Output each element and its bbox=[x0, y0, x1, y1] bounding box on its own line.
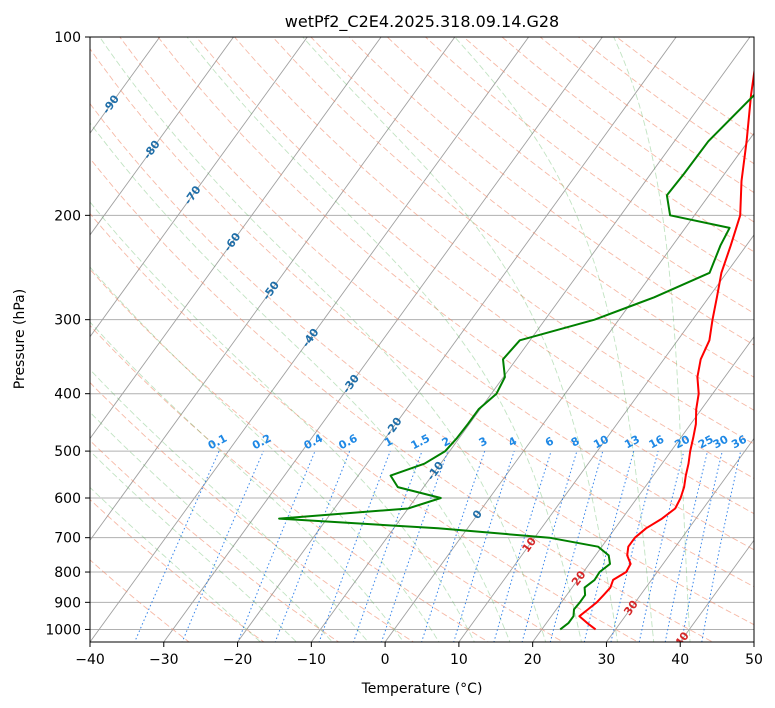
mixing-ratio-line bbox=[181, 450, 264, 642]
x-tick-label: 0 bbox=[381, 652, 390, 668]
dry-adiabat-line bbox=[90, 439, 340, 642]
mixing-ratio-label: 25 bbox=[696, 433, 716, 452]
isotherm-line bbox=[532, 335, 754, 642]
isotherm-line bbox=[458, 234, 754, 642]
y-axis-title: Pressure (hPa) bbox=[12, 289, 28, 389]
dry-adiabat-line bbox=[90, 381, 415, 642]
mixing-ratio-line bbox=[680, 450, 723, 642]
isotherm-line bbox=[679, 539, 754, 642]
moist-adiabat-line bbox=[454, 37, 655, 642]
pressure-gridlines bbox=[90, 37, 754, 630]
mixing-ratio-label: 10 bbox=[591, 433, 611, 452]
mixing-ratio-line bbox=[493, 450, 552, 642]
isotherm-line bbox=[163, 37, 603, 642]
mixing-ratio-lines bbox=[134, 450, 742, 642]
moist-adiabat-line bbox=[90, 411, 334, 642]
y-tick-label: 900 bbox=[54, 595, 81, 611]
y-tick-label: 1000 bbox=[45, 622, 81, 638]
isotherm-line bbox=[236, 37, 677, 642]
isotherm-line bbox=[90, 37, 456, 542]
isotherm-line bbox=[90, 37, 530, 642]
isotherms bbox=[90, 37, 754, 642]
mixing-ratio-line bbox=[638, 450, 685, 642]
x-tick-label: −20 bbox=[223, 652, 253, 668]
x-tick-label: −10 bbox=[297, 652, 327, 668]
moist-adiabat-line bbox=[302, 37, 618, 642]
x-tick-label: 40 bbox=[671, 652, 689, 668]
moist-adiabat-line bbox=[90, 369, 369, 642]
dry-adiabat-line bbox=[90, 157, 714, 642]
mixing-ratio-line bbox=[380, 450, 449, 642]
x-tick-label: 30 bbox=[598, 652, 616, 668]
y-tick-label: 400 bbox=[54, 387, 81, 403]
moist-adiabat-line bbox=[99, 37, 547, 642]
y-tick-label: 100 bbox=[54, 30, 81, 46]
moist-adiabat-line bbox=[90, 321, 405, 642]
dry-adiabat-line bbox=[90, 559, 190, 642]
y-tick-label: 800 bbox=[54, 565, 81, 581]
moist-adiabats bbox=[90, 37, 691, 642]
y-tick-label: 500 bbox=[54, 444, 81, 460]
y-tick-label: 600 bbox=[54, 491, 81, 507]
x-axis-ticks: −40 −30 −20 −10 0 10 20 30 40 50 bbox=[75, 642, 763, 668]
y-tick-label: 300 bbox=[54, 313, 81, 329]
moist-adiabat-line bbox=[90, 122, 511, 642]
y-tick-label: 700 bbox=[54, 531, 81, 547]
y-axis-ticks: 1000 900 800 700 600 500 400 300 200 100 bbox=[45, 30, 90, 638]
sounding-series bbox=[278, 67, 754, 631]
dry-adiabat-line bbox=[310, 37, 754, 378]
x-axis-title: Temperature (°C) bbox=[361, 681, 483, 697]
mixing-ratio-line bbox=[549, 450, 604, 642]
chart-title: wetPf2_C2E4.2025.318.09.14.G28 bbox=[285, 12, 559, 32]
isotherm-line bbox=[605, 437, 754, 642]
mixing-ratio-line bbox=[701, 450, 742, 642]
dry-adiabat-line bbox=[90, 48, 754, 588]
mixing-ratio-label: 16 bbox=[647, 433, 667, 452]
isotherm-line bbox=[90, 37, 308, 338]
temperature-line bbox=[578, 67, 754, 631]
x-tick-label: 50 bbox=[745, 652, 763, 668]
dry-adiabat-line bbox=[119, 37, 754, 551]
mixing-ratio-label: 20 bbox=[672, 433, 692, 452]
plot-area: -100-90-80-70-60-50-40-30-20-10010203040… bbox=[90, 37, 754, 642]
dry-adiabat-line bbox=[272, 37, 754, 411]
y-tick-label: 200 bbox=[54, 208, 81, 224]
dry-adiabat-line bbox=[348, 37, 754, 346]
isotherm-line bbox=[90, 37, 235, 236]
dry-adiabat-line bbox=[195, 37, 754, 479]
mixing-ratio-line bbox=[134, 450, 220, 642]
moist-adiabat-line bbox=[90, 266, 440, 642]
moist-adiabat-line bbox=[186, 37, 582, 642]
isotherm-line bbox=[384, 132, 754, 642]
mixing-ratio-label: 36 bbox=[729, 433, 749, 452]
mixing-ratio-line bbox=[583, 450, 635, 642]
moist-adiabat-line bbox=[90, 450, 298, 642]
mixing-ratio-line bbox=[664, 450, 708, 642]
plot-frame bbox=[89, 36, 755, 643]
isotherm-line bbox=[90, 37, 161, 134]
dewpoint-line bbox=[278, 93, 754, 631]
mixing-ratio-line bbox=[237, 450, 316, 642]
dry-adiabat-line bbox=[90, 102, 754, 626]
mixing-ratio-line bbox=[421, 450, 486, 642]
moist-adiabat-line bbox=[90, 201, 475, 642]
isotherm-line bbox=[90, 37, 382, 440]
mixing-ratio-line bbox=[521, 450, 578, 642]
mixing-ratio-label: 30 bbox=[711, 433, 731, 452]
x-tick-label: 20 bbox=[524, 652, 542, 668]
x-tick-label: 10 bbox=[450, 652, 468, 668]
isotherm-line bbox=[310, 37, 751, 642]
x-tick-label: −40 bbox=[75, 652, 105, 668]
dry-adiabat-line bbox=[90, 268, 564, 642]
mixing-ratio-label: 13 bbox=[622, 433, 642, 452]
x-tick-label: −30 bbox=[149, 652, 179, 668]
